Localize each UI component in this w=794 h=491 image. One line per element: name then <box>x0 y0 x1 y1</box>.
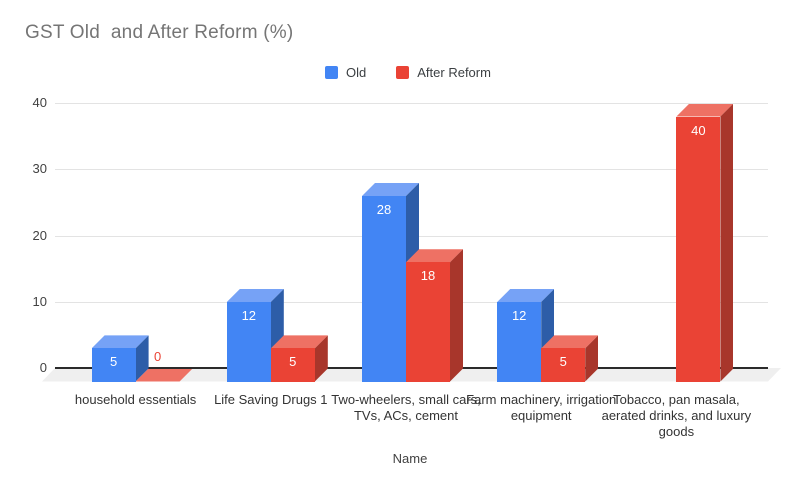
bar-side-face <box>450 249 463 381</box>
bar-value-label: 5 <box>109 354 118 370</box>
bar-top-face <box>541 335 599 349</box>
x-axis-title: Name <box>392 451 428 466</box>
bar-top-face <box>676 103 734 117</box>
bar-front-face[interactable] <box>497 302 542 382</box>
bar-value-label: 12 <box>511 308 527 323</box>
bar-side-face <box>720 104 733 382</box>
x-category-label: Tobacco, pan masala, aerated drinks, and… <box>601 392 752 439</box>
y-gridline <box>55 169 768 171</box>
bar-top-face <box>406 249 463 263</box>
y-tick-label: 20 <box>32 227 47 243</box>
bar-value-label: 28 <box>376 202 392 217</box>
bar-front-face[interactable] <box>541 348 586 382</box>
bar-side-face <box>585 335 598 381</box>
legend-label: After Reform <box>417 64 491 80</box>
y-tick-label: 40 <box>32 95 47 110</box>
chart-title: GST Old and After Reform (%) <box>25 22 294 43</box>
bar-front-face[interactable] <box>676 116 721 382</box>
x-category-label: Life Saving Drugs 1 <box>214 392 328 407</box>
bar-side-face <box>136 335 149 381</box>
bar-zero-face[interactable] <box>135 368 193 382</box>
y-tick-label: 30 <box>32 161 47 177</box>
bar-front-face[interactable] <box>270 348 315 382</box>
y-tick-label: 10 <box>32 293 47 309</box>
bar-top-face <box>91 335 149 349</box>
bar-value-label: 12 <box>241 308 257 323</box>
legend-item-after-reform[interactable]: After Reform <box>396 65 491 80</box>
bar-top-face <box>362 183 419 196</box>
legend: Old After Reform <box>0 63 794 81</box>
bar-front-face[interactable] <box>226 302 271 382</box>
bar-value-label: 5 <box>289 354 297 370</box>
x-category-label: household essentials <box>74 392 197 407</box>
legend-swatch-icon <box>325 65 339 79</box>
x-category-label: Farm machinery, irrigation equipment <box>466 392 617 423</box>
bar-side-face <box>315 335 328 381</box>
legend-swatch-icon <box>396 65 410 79</box>
legend-label: Old <box>346 64 367 80</box>
bar-value-label: 5 <box>559 354 567 370</box>
bar-value-label: 18 <box>420 268 436 284</box>
bar-top-face <box>270 335 328 349</box>
bar-top-face <box>497 289 555 302</box>
bar-front-face[interactable] <box>362 196 406 382</box>
y-gridline <box>55 103 768 104</box>
x-category-label: Two-wheelers, small cars, TVs, ACs, ceme… <box>331 392 481 423</box>
legend-item-old[interactable]: Old <box>325 65 366 80</box>
bar-front-face[interactable] <box>91 348 136 382</box>
bar-front-face[interactable] <box>406 262 450 382</box>
bar-top-face <box>226 289 284 302</box>
bar-value-label: 0 <box>153 349 162 364</box>
bar-value-label: 40 <box>691 122 706 138</box>
y-tick-label: 0 <box>39 360 47 375</box>
